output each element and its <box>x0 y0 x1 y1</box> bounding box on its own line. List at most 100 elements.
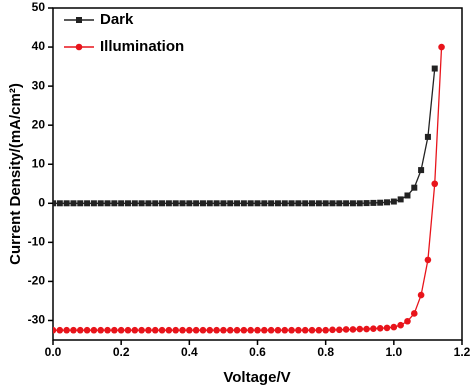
data-point <box>274 200 281 207</box>
data-point <box>390 323 398 331</box>
y-tick-label: 50 <box>32 0 46 14</box>
data-point <box>281 326 289 334</box>
y-tick-label: -30 <box>28 313 46 327</box>
data-point <box>384 199 391 206</box>
data-point <box>424 133 431 140</box>
data-point <box>97 326 105 334</box>
data-point <box>336 326 343 334</box>
data-point <box>295 326 302 334</box>
data-point <box>404 317 411 325</box>
data-point <box>165 326 173 334</box>
x-tick-label: 1.0 <box>385 345 402 359</box>
data-point <box>370 325 377 332</box>
data-point <box>254 200 261 207</box>
data-point <box>53 200 56 207</box>
data-point <box>193 200 200 207</box>
data-point <box>165 200 172 207</box>
data-point <box>315 326 323 334</box>
data-point <box>397 321 404 329</box>
data-point <box>206 326 214 334</box>
data-point <box>410 310 418 317</box>
data-point <box>213 326 220 334</box>
data-point <box>56 200 63 207</box>
data-point <box>104 200 111 207</box>
data-point <box>124 200 131 207</box>
data-point <box>240 326 248 334</box>
data-point <box>240 200 247 207</box>
data-point <box>192 326 200 334</box>
data-point <box>363 200 370 207</box>
y-tick-label: 20 <box>32 117 46 131</box>
y-tick-label: 10 <box>32 156 46 170</box>
data-point <box>438 43 445 51</box>
data-point <box>390 198 397 205</box>
data-point <box>145 200 152 207</box>
data-point <box>124 326 132 334</box>
legend-label: Illumination <box>100 38 184 55</box>
data-point <box>138 326 145 334</box>
data-point <box>233 326 241 334</box>
x-tick-label: 1.2 <box>454 345 471 359</box>
data-point <box>261 326 268 334</box>
y-axis-label: Current Density/(mA/cm²) <box>7 83 24 265</box>
data-point <box>76 326 84 334</box>
legend-label: Dark <box>100 11 134 28</box>
data-point <box>363 325 370 333</box>
data-point <box>302 200 309 207</box>
data-point <box>411 184 418 191</box>
data-point <box>84 200 91 207</box>
series-line <box>53 68 436 204</box>
data-point <box>111 326 118 334</box>
data-point <box>63 326 70 334</box>
x-tick-label: 0.0 <box>45 345 62 359</box>
plot-area <box>53 43 445 334</box>
x-tick-label: 0.2 <box>113 345 130 359</box>
data-point <box>158 326 166 334</box>
data-point <box>404 192 411 199</box>
data-point <box>383 324 391 332</box>
data-point <box>261 200 268 207</box>
data-point <box>308 326 316 334</box>
data-point <box>315 200 322 207</box>
data-point <box>97 200 104 207</box>
data-point <box>227 200 234 207</box>
data-point <box>179 326 186 334</box>
data-point <box>431 180 439 188</box>
data-point <box>322 326 329 334</box>
data-point <box>226 326 234 334</box>
data-point <box>90 200 97 207</box>
data-point <box>151 326 159 334</box>
data-point <box>356 200 363 207</box>
data-point <box>90 326 98 334</box>
plot-frame <box>52 7 463 341</box>
data-point <box>213 200 220 207</box>
legend-marker <box>75 43 83 51</box>
data-point <box>53 326 57 334</box>
data-point <box>172 326 179 334</box>
data-point <box>424 256 432 264</box>
data-point <box>349 200 356 207</box>
x-tick-label: 0.6 <box>249 345 266 359</box>
data-point <box>322 200 329 207</box>
y-tick-label: 30 <box>32 78 46 92</box>
data-point <box>220 326 227 334</box>
series-line <box>53 47 443 331</box>
data-point <box>267 326 275 334</box>
data-point <box>159 200 166 207</box>
data-point <box>309 200 316 207</box>
data-point <box>247 200 254 207</box>
data-point <box>418 167 425 174</box>
data-point <box>131 200 138 207</box>
data-point <box>329 200 336 207</box>
data-point <box>288 200 295 207</box>
data-point <box>247 326 254 334</box>
data-point <box>83 326 91 334</box>
data-point <box>329 326 336 334</box>
data-point <box>254 326 261 334</box>
data-point <box>288 326 295 334</box>
x-axis-label: Voltage/V <box>223 369 290 386</box>
y-tick-label: -20 <box>28 274 46 288</box>
data-point <box>186 200 193 207</box>
data-point <box>145 326 152 334</box>
